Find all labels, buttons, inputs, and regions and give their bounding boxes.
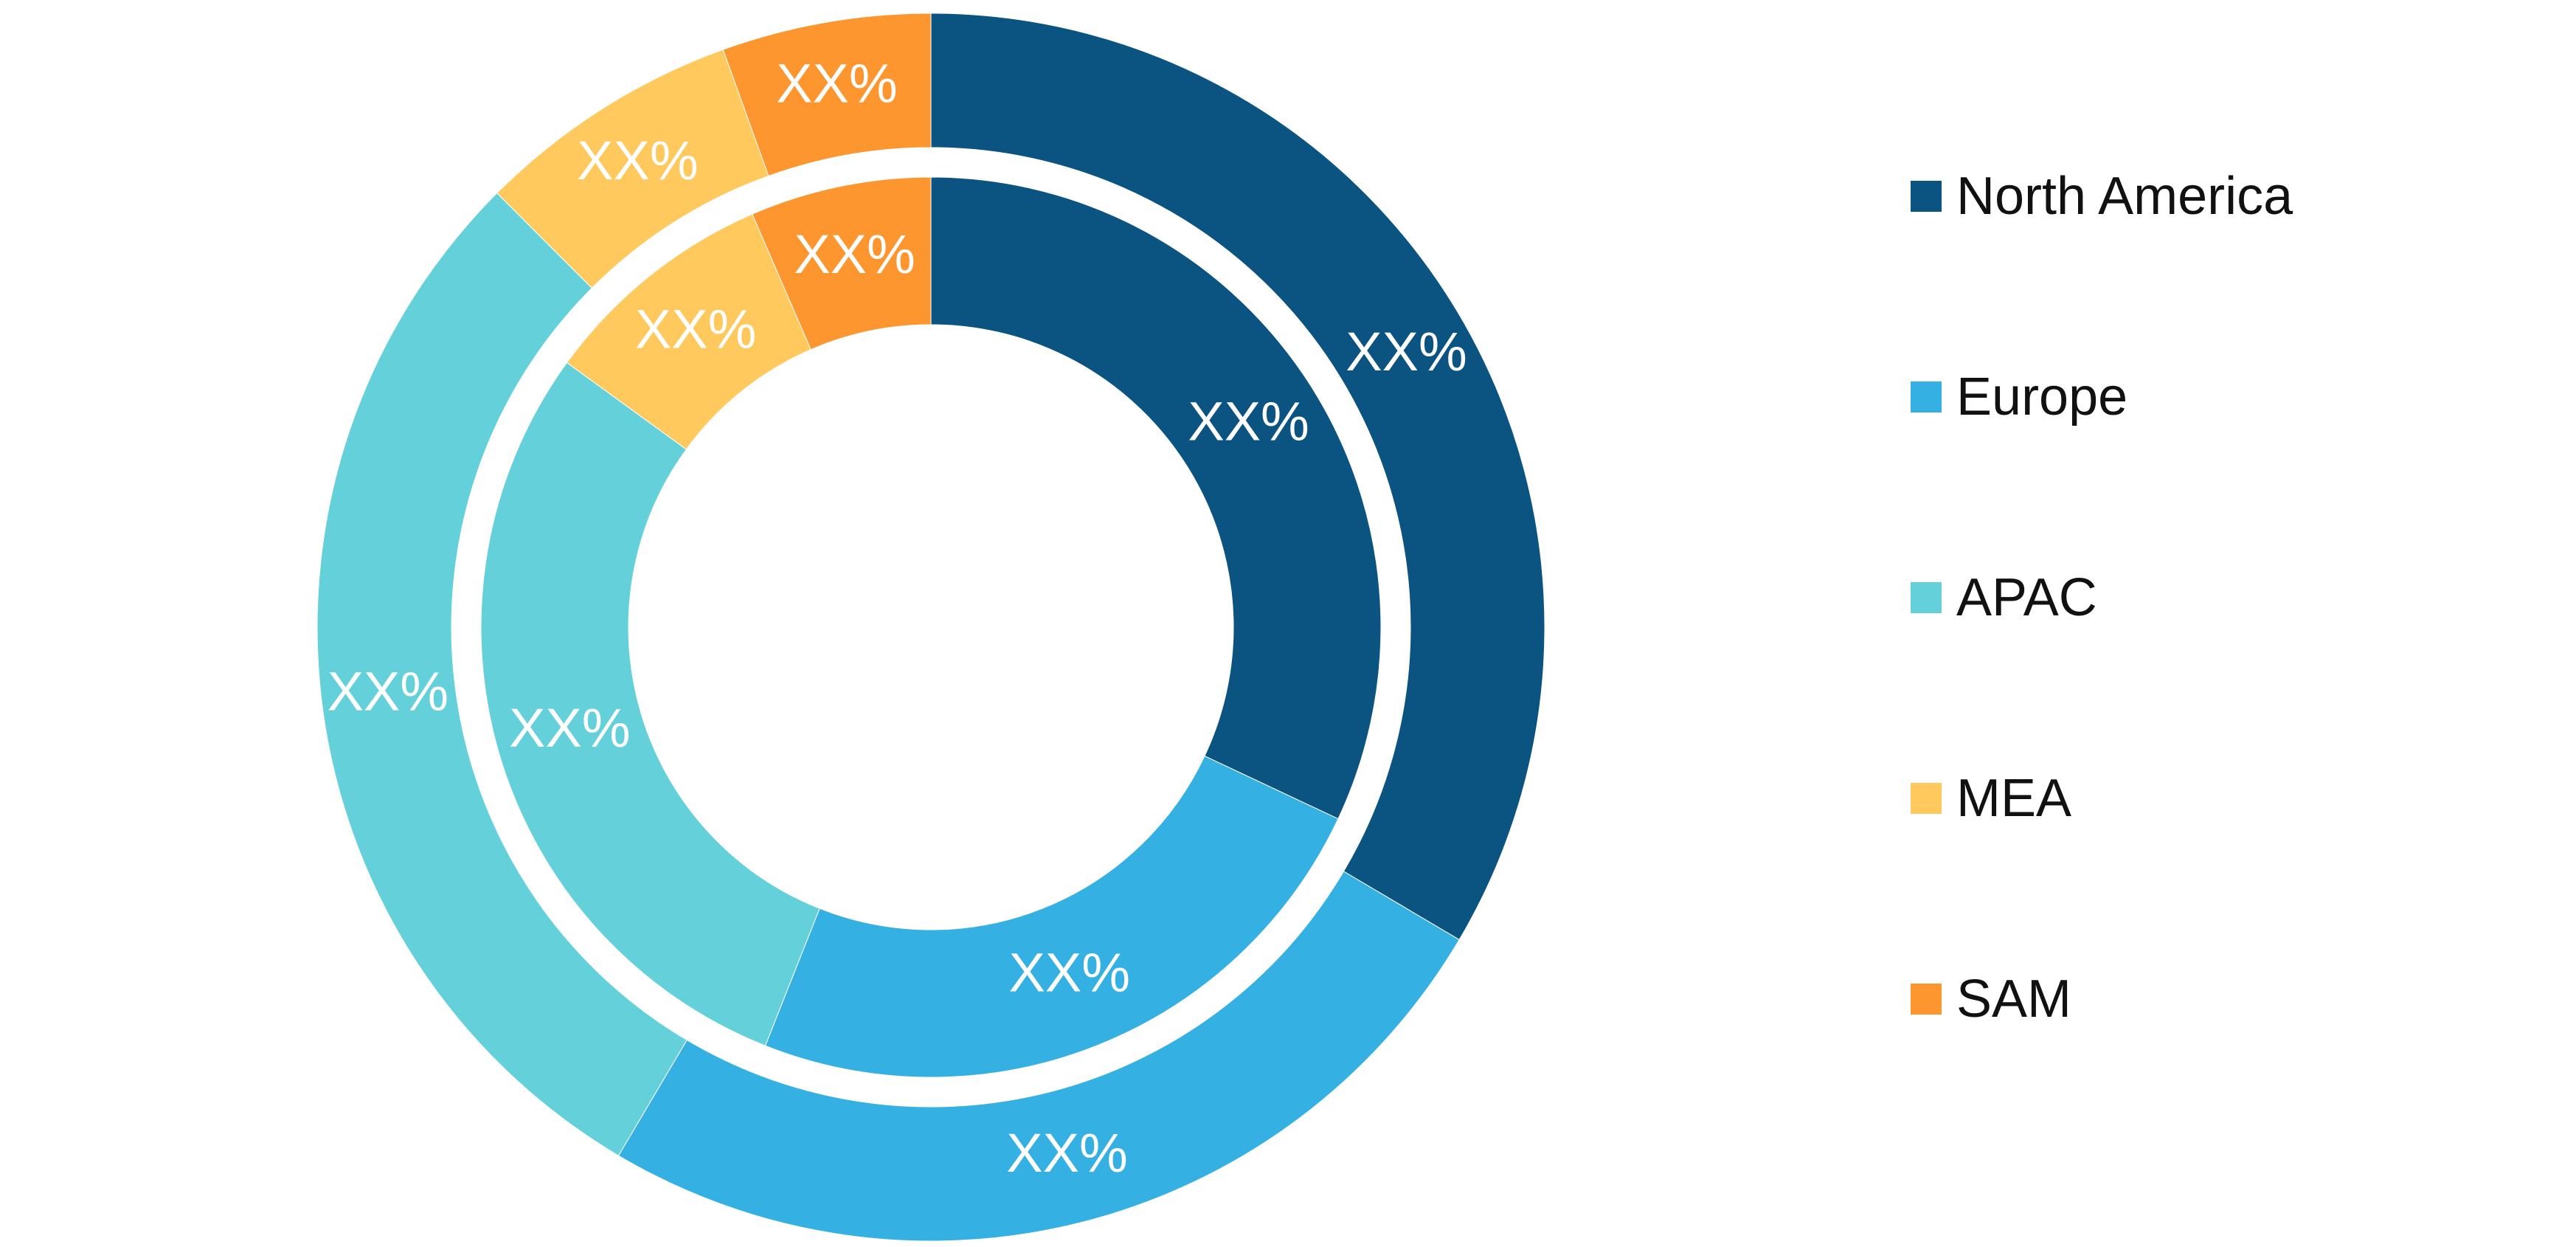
legend-item-europe: Europe — [1911, 370, 2427, 424]
legend-item-mea: MEA — [1911, 772, 2427, 825]
outer-slice-north-america — [930, 13, 1545, 941]
outer-value-label: XX% — [776, 53, 898, 114]
legend-swatch — [1911, 582, 1942, 613]
outer-value-label: XX% — [328, 661, 449, 722]
inner-slice-sam — [752, 176, 932, 350]
legend-item-sam: SAM — [1911, 973, 2427, 1026]
legend-label: MEA — [1956, 769, 2072, 828]
outer-slice-europe — [617, 871, 1460, 1242]
outer-value-label: XX% — [577, 130, 699, 191]
legend-swatch — [1911, 381, 1942, 412]
inner-value-label: XX% — [509, 697, 631, 759]
legend-swatch — [1911, 984, 1942, 1015]
inner-slice-europe — [764, 755, 1339, 1078]
legend-item-north-america: North America — [1911, 170, 2427, 223]
inner-value-label: XX% — [1188, 390, 1309, 452]
legend-label: North America — [1956, 167, 2293, 226]
outer-value-label: XX% — [1006, 1122, 1128, 1184]
legend-label: Europe — [1956, 367, 2128, 426]
legend-swatch — [1911, 783, 1942, 814]
inner-value-label: XX% — [794, 224, 915, 285]
outer-value-label: XX% — [1346, 321, 1467, 382]
legend-swatch — [1911, 181, 1942, 212]
inner-value-label: XX% — [1008, 942, 1130, 1004]
legend: North America Europe APAC MEA SAM — [1911, 170, 2427, 1026]
inner-value-label: XX% — [635, 299, 757, 360]
outer-slice-sam — [722, 13, 932, 177]
outer-slice-apac — [316, 192, 688, 1156]
legend-label: SAM — [1956, 970, 2072, 1029]
inner-slice-north-america — [930, 176, 1382, 820]
legend-item-apac: APAC — [1911, 571, 2427, 624]
inner-slice-apac — [480, 362, 820, 1046]
legend-label: APAC — [1956, 568, 2097, 627]
